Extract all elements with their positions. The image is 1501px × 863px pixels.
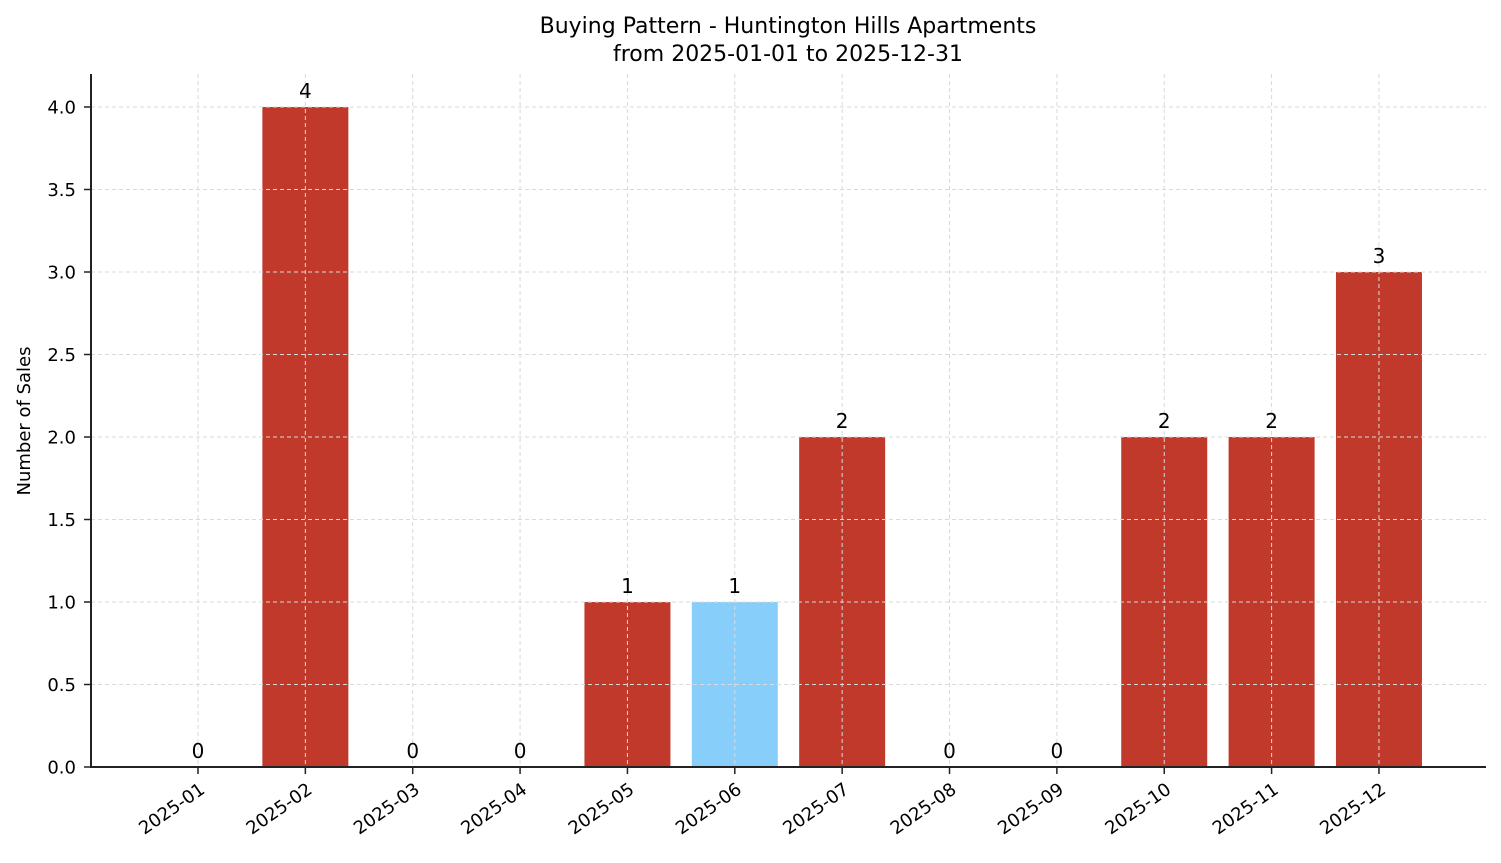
x-tick-label: 2025-10 [1101,779,1175,839]
x-tick-label: 2025-01 [135,779,209,839]
x-axis-ticks: 2025-01 2025-02 2025-03 2025-04 2025-05 2025-… [135,767,1390,839]
chart-subtitle: from 2025-01-01 to 2025-12-31 [613,42,963,67]
y-tick-label: 0.5 [47,675,76,696]
x-tick-label: 2025-07 [779,779,853,839]
y-axis-label: Number of Sales [14,346,35,495]
chart-title: Buying Pattern - Huntington Hills Apartm… [540,14,1037,39]
x-tick-label: 2025-06 [672,779,746,839]
bar-value-label: 0 [406,739,419,763]
y-tick-label: 0.0 [47,758,76,779]
x-tick-label: 2025-12 [1316,779,1390,839]
y-axis-ticks: 0.0 0.5 1.0 1.5 2.0 2.5 3.0 3.5 4.0 [47,98,91,779]
x-tick-label: 2025-11 [1209,779,1283,839]
x-tick-label: 2025-05 [565,779,639,839]
gridlines [91,74,1486,767]
x-tick-label: 2025-02 [243,779,317,839]
bar-value-label: 3 [1373,244,1386,268]
bar-value-label: 0 [192,739,205,763]
y-tick-label: 1.5 [47,510,76,531]
bar-value-label: 0 [1051,739,1064,763]
bar-value-label: 1 [621,574,634,598]
y-tick-label: 3.5 [47,180,76,201]
bar-value-label: 2 [1158,409,1171,433]
y-tick-label: 4.0 [47,98,76,119]
bar-value-label: 2 [836,409,849,433]
y-tick-label: 1.0 [47,593,76,614]
bar-value-label: 0 [514,739,527,763]
bar-value-label: 4 [299,79,312,103]
bar-value-label: 2 [1265,409,1278,433]
x-tick-label: 2025-04 [457,779,531,839]
x-tick-label: 2025-08 [887,779,961,839]
x-tick-label: 2025-09 [994,779,1068,839]
y-tick-label: 2.0 [47,428,76,449]
y-tick-label: 3.0 [47,263,76,284]
x-tick-label: 2025-03 [350,779,424,839]
bar-value-label: 1 [728,574,741,598]
bar-value-label: 0 [943,739,956,763]
bar-value-labels: 0 4 0 0 1 1 2 0 0 2 2 3 [192,79,1386,763]
y-tick-label: 2.5 [47,345,76,366]
